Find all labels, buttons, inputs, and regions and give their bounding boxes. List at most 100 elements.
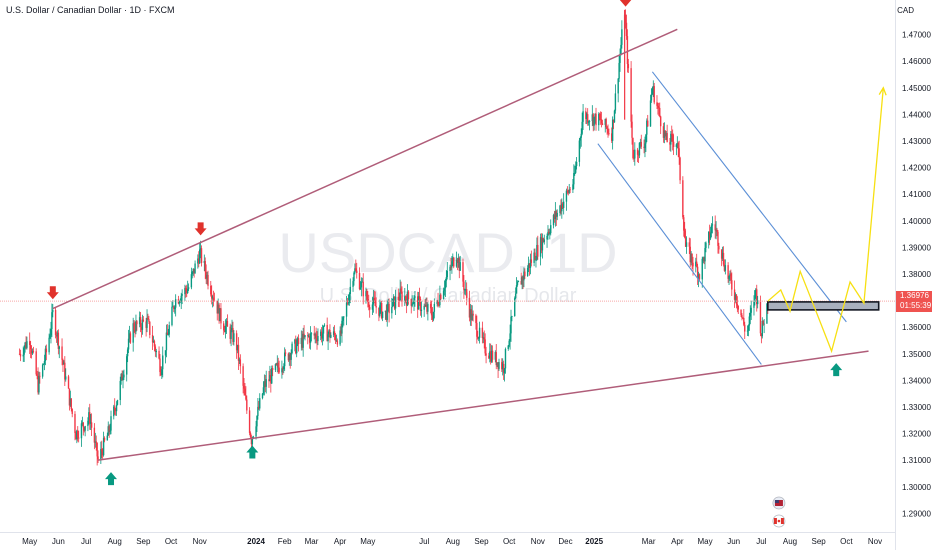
candle-body [754,290,756,302]
candle-body [742,317,744,319]
candle-body [243,385,245,389]
y-tick-label: 1.33000 [902,403,931,412]
candle-body [595,113,597,126]
candle-body [77,437,80,439]
candle-body [489,351,492,362]
candle-body [637,154,640,156]
candle-body [164,350,167,356]
up-arrow-icon [246,445,259,459]
candle-body [507,345,509,349]
candle-body [552,215,555,226]
candle-body [347,302,350,304]
candle-body [509,333,511,341]
channel-lower-line[interactable] [597,143,762,365]
candle-body [304,335,306,338]
candle-body [425,304,427,306]
candle-body [230,330,232,339]
candle-body [565,190,568,202]
x-tick-label: Oct [503,537,516,546]
projection-path[interactable] [767,87,884,354]
candle-body [420,309,423,311]
candle-body [269,374,271,382]
candle-body [748,316,751,326]
channel-upper-line[interactable] [651,71,847,323]
wedge-lower-trendline[interactable] [97,350,869,461]
candle-body [32,351,35,352]
candle-body [664,130,666,137]
candle-body [766,303,768,324]
candle-body [567,191,569,193]
candle-body [723,264,726,271]
candle-body [405,299,408,306]
candle-body [653,86,655,103]
candle-body [463,281,465,291]
candle-body [356,270,358,273]
candle-body [307,335,309,337]
candle-body [301,337,303,348]
candle-body [652,86,654,89]
candle-body [477,337,480,339]
candle-body [82,422,84,428]
candle-body [246,399,248,411]
candle-body [647,120,649,127]
x-tick-label: Nov [193,537,207,546]
candle-body [349,286,351,295]
candle-body [362,281,364,297]
wedge-upper-trendline[interactable] [52,28,678,310]
candle-body [684,237,687,247]
candle-body [469,309,472,318]
candle-body [646,120,648,135]
candle-body [147,317,149,320]
candle-body [141,319,144,330]
candle-body [534,252,536,261]
us-flag-canton-icon [774,500,779,503]
support-zone-box[interactable] [767,301,880,311]
candle-body [388,303,390,314]
candle-body [190,274,193,288]
candle-body [433,303,436,312]
candle-body [380,302,382,306]
candle-body [424,305,426,307]
y-tick-label: 1.46000 [902,57,931,66]
candle-body [235,333,238,351]
candle-body [524,271,526,277]
candle-body [689,246,691,263]
candle-body [529,259,532,269]
candle-body [555,211,557,217]
x-tick-label: Oct [840,537,853,546]
candle-body [320,331,323,339]
candle-body [458,258,460,271]
x-tick-label: 2024 [247,537,265,546]
candle-body [586,114,588,119]
candle-body [582,111,584,122]
candle-body [194,263,196,274]
candle-body [398,299,400,301]
candle-body [592,114,594,126]
candle-body [375,306,377,308]
candle-body [638,142,641,156]
candle-body [696,266,699,279]
x-tick-label: Nov [868,537,882,546]
candle-body [471,313,473,321]
candle-body [239,359,242,367]
candle-body [639,142,642,143]
bar-countdown: 01:55:39 [900,301,932,310]
candle-body [598,113,600,126]
candle-body [569,189,571,191]
candle-body [358,272,361,289]
candle-body [129,333,132,343]
candle-body [56,332,59,337]
candle-body [320,331,322,336]
candle-body [593,116,595,126]
candle-body [198,258,200,264]
candle-body [562,201,565,208]
candle-body [455,259,458,267]
candle-body [450,266,452,268]
candle-body [535,259,537,261]
candle-body [523,271,525,281]
candle-body [444,280,447,289]
candle-body [429,304,432,309]
candle-body [335,340,338,342]
candle-body [67,376,70,389]
